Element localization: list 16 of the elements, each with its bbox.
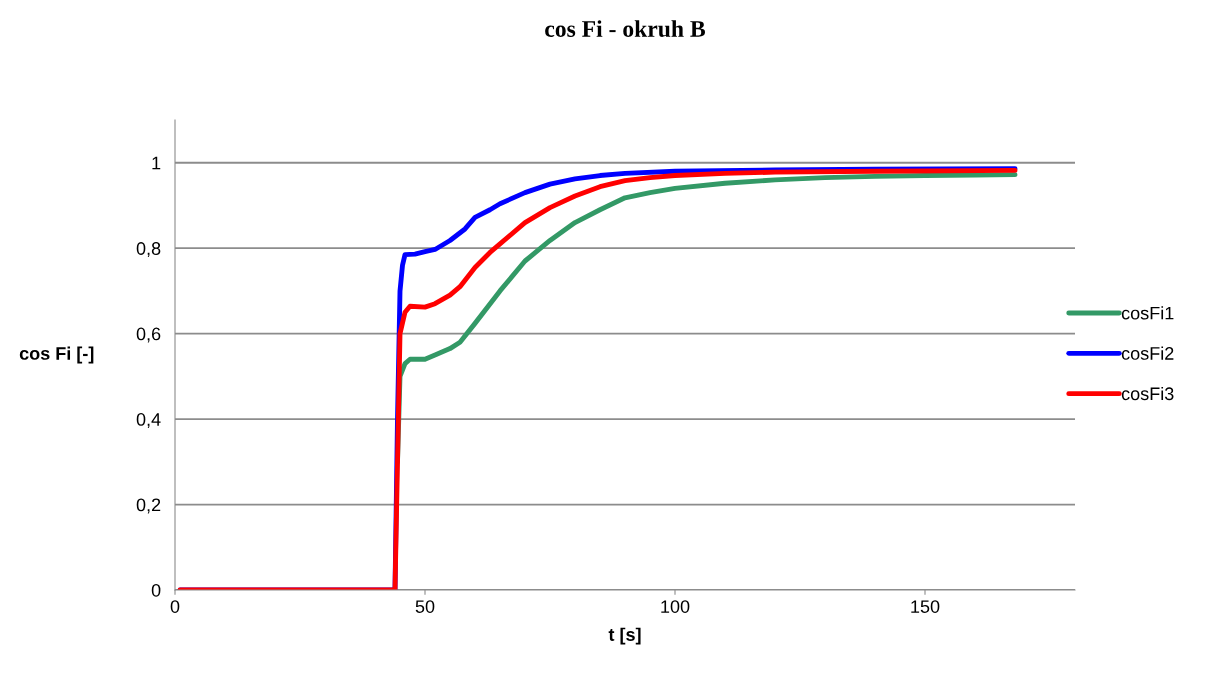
y-tick-label: 0,6 [136,327,161,343]
x-tick-label: 150 [911,600,940,613]
chart-title: cos Fi - okruh B [545,20,706,37]
x-axis-title: t [s] [608,627,641,645]
y-tick-label: 1 [152,156,161,170]
x-tick-label: 0 [170,600,180,613]
legend-label: cosFi3 [1121,386,1174,401]
legend-label: cosFi2 [1121,346,1174,360]
y-tick-label: 0 [151,583,161,597]
legend-label: cosFi1 [1121,306,1174,320]
x-tick-label: 50 [415,600,435,613]
y-tick-label: 0,2 [136,498,161,514]
y-tick-label: 0,4 [136,413,161,428]
y-axis-title: cos Fi [-] [19,346,94,364]
x-tick-label: 100 [661,600,690,613]
y-tick-label: 0,8 [136,242,161,258]
